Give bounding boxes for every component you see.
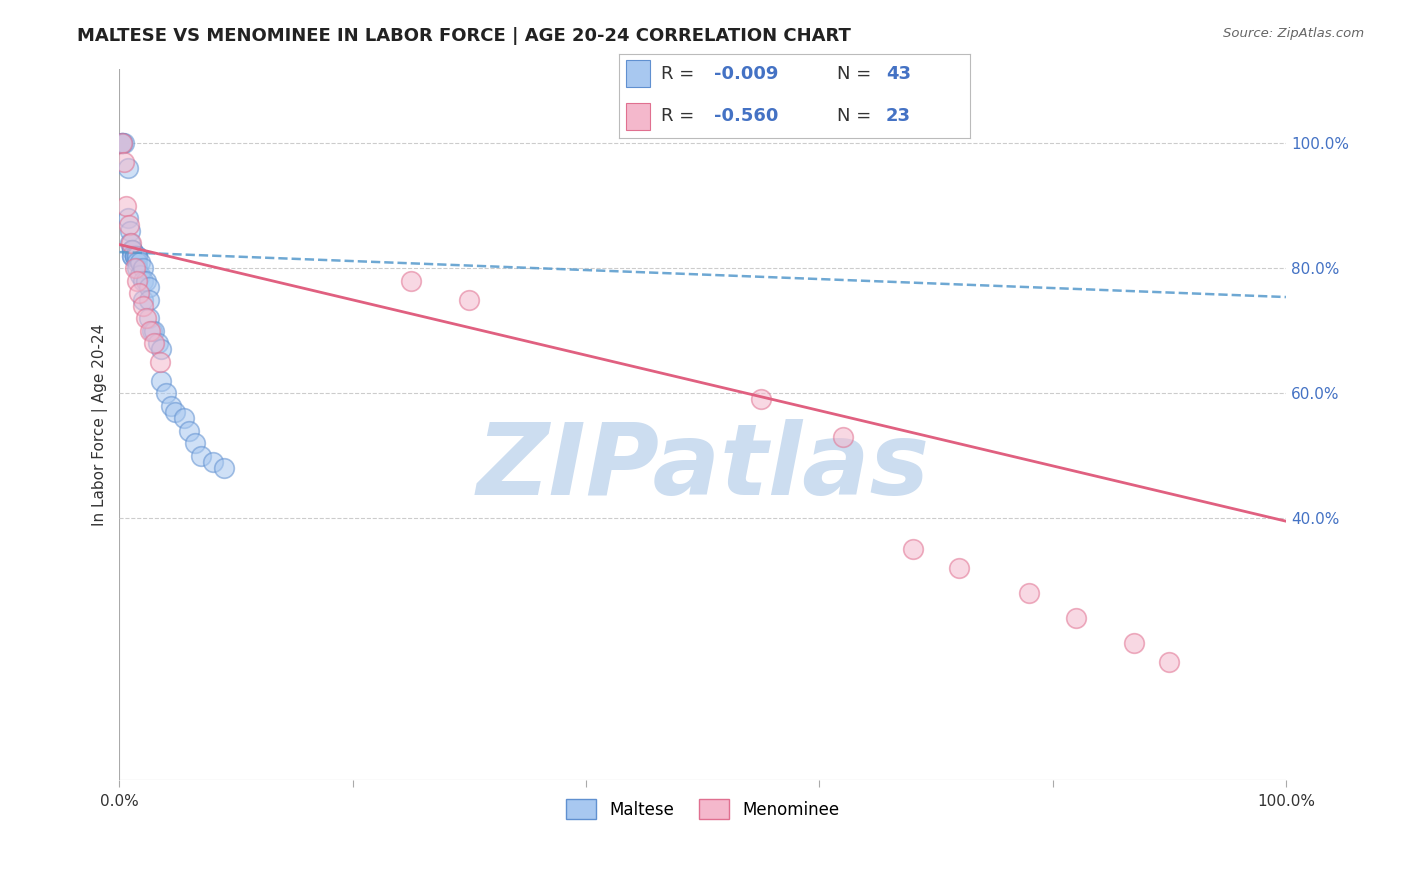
Point bbox=[117, 211, 139, 226]
Y-axis label: In Labor Force | Age 20-24: In Labor Force | Age 20-24 bbox=[93, 323, 108, 525]
Point bbox=[117, 161, 139, 176]
Point bbox=[1018, 586, 1040, 600]
Point bbox=[111, 136, 134, 151]
Point bbox=[124, 249, 146, 263]
Point bbox=[749, 392, 772, 407]
Point bbox=[139, 324, 162, 338]
Point bbox=[141, 324, 163, 338]
Point bbox=[111, 136, 134, 151]
Text: R =: R = bbox=[661, 65, 700, 83]
Point bbox=[184, 436, 207, 450]
Point bbox=[190, 449, 212, 463]
Point bbox=[149, 355, 172, 369]
Point bbox=[121, 243, 143, 257]
Point bbox=[458, 293, 481, 307]
Point bbox=[132, 274, 155, 288]
Point bbox=[135, 311, 157, 326]
Text: ZIPatlas: ZIPatlas bbox=[477, 418, 929, 516]
Point bbox=[112, 136, 135, 151]
Point bbox=[121, 249, 143, 263]
Bar bbox=[626, 103, 650, 130]
Point bbox=[124, 249, 146, 263]
Point bbox=[125, 255, 148, 269]
Text: R =: R = bbox=[661, 107, 700, 125]
Point bbox=[165, 405, 187, 419]
Point bbox=[112, 155, 135, 169]
Point bbox=[150, 343, 173, 357]
Point bbox=[831, 430, 853, 444]
Point bbox=[1123, 636, 1146, 650]
Text: N =: N = bbox=[837, 65, 876, 83]
Point bbox=[146, 336, 169, 351]
Point bbox=[121, 249, 143, 263]
Point bbox=[948, 561, 970, 575]
Text: -0.560: -0.560 bbox=[713, 107, 778, 125]
Text: MALTESE VS MENOMINEE IN LABOR FORCE | AGE 20-24 CORRELATION CHART: MALTESE VS MENOMINEE IN LABOR FORCE | AG… bbox=[77, 27, 851, 45]
Point bbox=[129, 255, 152, 269]
Text: -0.009: -0.009 bbox=[713, 65, 778, 83]
Point bbox=[150, 374, 173, 388]
Point bbox=[132, 261, 155, 276]
Point bbox=[111, 136, 134, 151]
Point bbox=[135, 274, 157, 288]
Point bbox=[179, 424, 201, 438]
Point bbox=[125, 261, 148, 276]
Point bbox=[132, 299, 155, 313]
Bar bbox=[626, 61, 650, 87]
Point bbox=[214, 461, 236, 475]
Point bbox=[1159, 655, 1181, 669]
Point bbox=[173, 411, 195, 425]
Point bbox=[201, 455, 224, 469]
Point bbox=[124, 249, 146, 263]
Point bbox=[111, 136, 134, 151]
Point bbox=[118, 224, 141, 238]
Point bbox=[129, 268, 152, 282]
Point bbox=[118, 218, 141, 232]
Point bbox=[399, 274, 422, 288]
Point bbox=[132, 293, 155, 307]
Point bbox=[159, 399, 181, 413]
Point bbox=[1064, 611, 1087, 625]
Point bbox=[121, 243, 143, 257]
Point bbox=[138, 311, 160, 326]
Point bbox=[118, 236, 141, 251]
Point bbox=[138, 280, 160, 294]
Point bbox=[138, 293, 160, 307]
Point bbox=[115, 199, 138, 213]
Point bbox=[124, 261, 146, 276]
Point bbox=[125, 274, 148, 288]
Point bbox=[125, 249, 148, 263]
Text: 43: 43 bbox=[886, 65, 911, 83]
Point bbox=[143, 324, 166, 338]
Point bbox=[901, 542, 924, 557]
Point bbox=[121, 243, 143, 257]
Point bbox=[125, 249, 148, 263]
Legend: Maltese, Menominee: Maltese, Menominee bbox=[560, 793, 846, 825]
Text: N =: N = bbox=[837, 107, 876, 125]
Point bbox=[128, 286, 150, 301]
Point bbox=[143, 336, 166, 351]
Point bbox=[120, 236, 142, 251]
Text: 23: 23 bbox=[886, 107, 911, 125]
Point bbox=[155, 386, 177, 401]
Text: Source: ZipAtlas.com: Source: ZipAtlas.com bbox=[1223, 27, 1364, 40]
